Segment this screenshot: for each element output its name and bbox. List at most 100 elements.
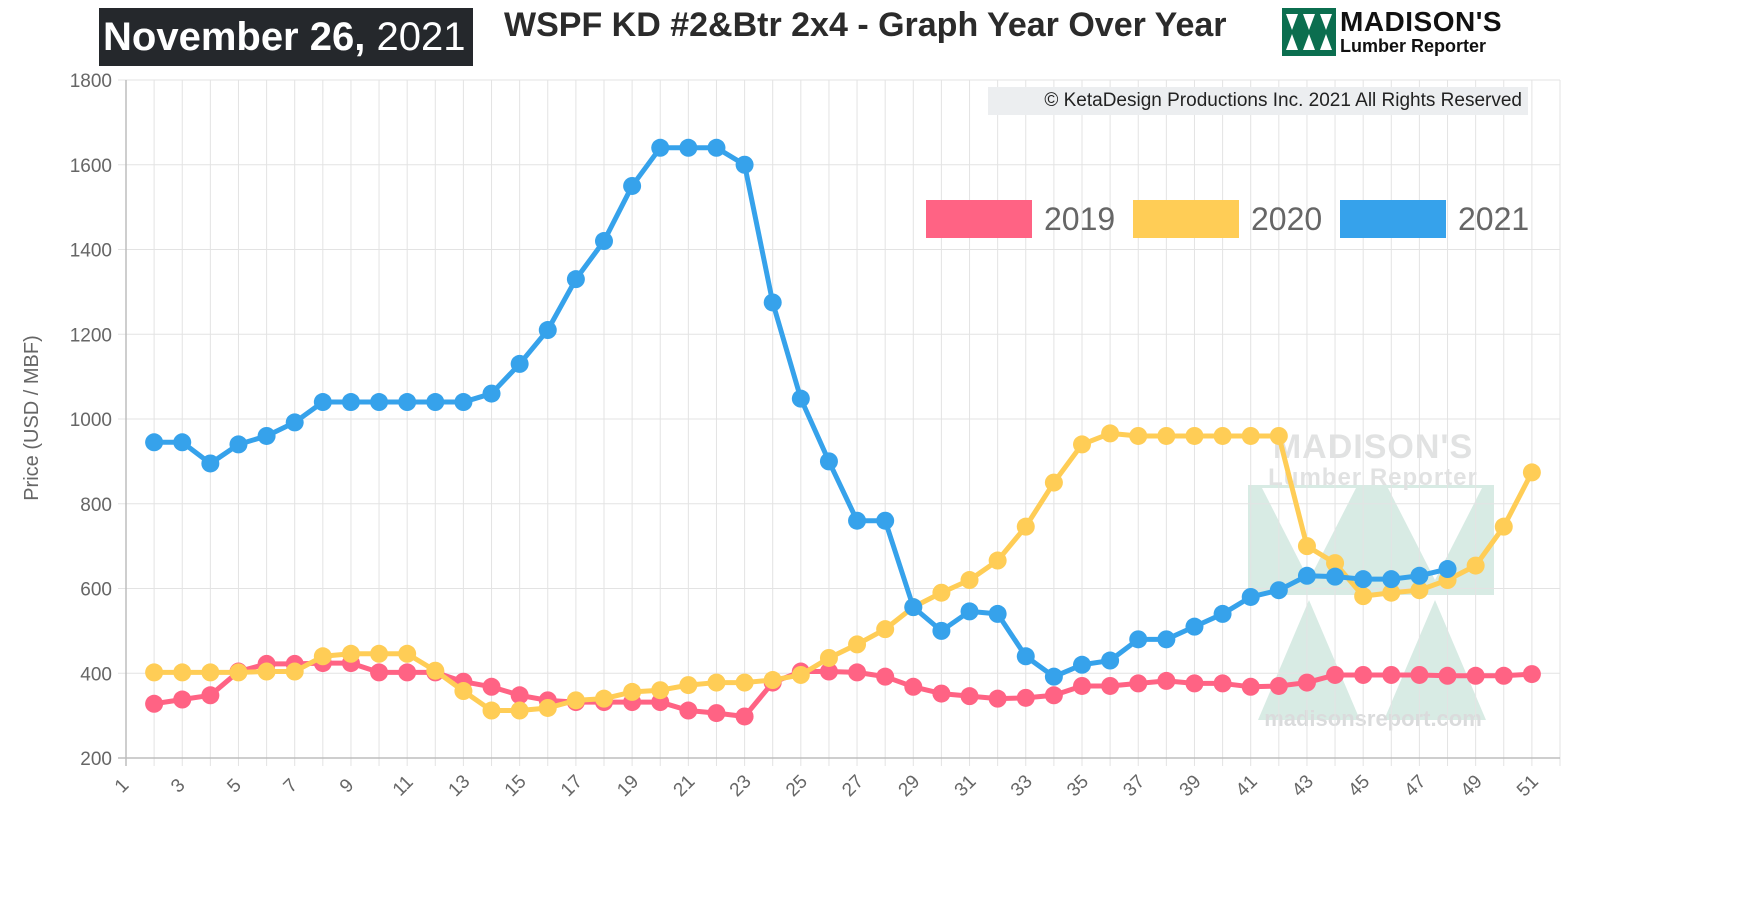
data-point-2020 xyxy=(988,551,1007,570)
data-point-2020 xyxy=(763,671,782,690)
data-point-2021 xyxy=(229,435,248,454)
data-point-2021 xyxy=(370,393,389,412)
x-tick-label: 51 xyxy=(1513,771,1543,801)
legend-label-2019: 2019 xyxy=(1044,201,1115,237)
data-point-2021 xyxy=(1129,630,1148,649)
x-tick-label: 17 xyxy=(557,771,587,801)
data-point-2021 xyxy=(679,138,698,157)
data-point-2021 xyxy=(1297,566,1316,585)
data-point-2020 xyxy=(623,682,642,701)
x-tick-label: 25 xyxy=(782,771,812,801)
x-tick-label: 13 xyxy=(445,771,475,801)
data-point-2021 xyxy=(651,138,670,157)
data-point-2019 xyxy=(510,686,529,705)
data-point-2019 xyxy=(876,667,895,686)
data-point-2019 xyxy=(1466,666,1485,685)
data-point-2021 xyxy=(1410,566,1429,585)
data-point-2020 xyxy=(173,663,192,682)
watermark-line1: MADISON'S xyxy=(1272,428,1474,466)
data-point-2021 xyxy=(932,621,951,640)
data-point-2019 xyxy=(1269,676,1288,695)
data-point-2020 xyxy=(341,644,360,663)
data-point-2021 xyxy=(1185,617,1204,636)
legend-label-2021: 2021 xyxy=(1458,201,1529,237)
madisons-logo-icon xyxy=(1282,8,1336,56)
data-point-2019 xyxy=(482,677,501,696)
data-point-2021 xyxy=(1326,567,1345,586)
data-point-2021 xyxy=(848,511,867,530)
legend-swatch-2020 xyxy=(1133,200,1239,238)
data-point-2019 xyxy=(1410,665,1429,684)
chart-title: WSPF KD #2&Btr 2x4 - Graph Year Over Yea… xyxy=(504,6,1227,44)
data-point-2021 xyxy=(595,232,613,251)
data-point-2019 xyxy=(201,686,220,705)
watermark: MADISON'S Lumber Reporter madisonsreport… xyxy=(1248,430,1498,730)
data-point-2021 xyxy=(341,393,360,412)
data-point-2021 xyxy=(566,270,585,289)
data-point-2021 xyxy=(1157,630,1176,649)
x-tick-label: 27 xyxy=(838,771,868,801)
data-point-2020 xyxy=(1213,426,1232,445)
data-point-2020 xyxy=(229,663,248,682)
x-tick-label: 9 xyxy=(336,775,358,797)
x-tick-label: 29 xyxy=(895,771,925,801)
data-point-2020 xyxy=(426,661,445,680)
data-point-2020 xyxy=(679,676,698,695)
data-point-2020 xyxy=(1326,554,1345,573)
x-tick-label: 41 xyxy=(1232,771,1262,801)
data-point-2020 xyxy=(482,701,501,720)
madisons-logo: MADISON'S Lumber Reporter xyxy=(1282,8,1532,56)
series-2019 xyxy=(145,654,1541,726)
data-point-2020 xyxy=(1185,426,1204,445)
y-tick-label: 600 xyxy=(80,580,112,601)
data-point-2021 xyxy=(876,511,895,530)
logo-line1: MADISON'S xyxy=(1340,6,1503,37)
x-tick-label: 31 xyxy=(951,771,981,801)
x-tick-label: 5 xyxy=(223,775,245,797)
data-point-2020 xyxy=(370,644,389,663)
data-point-2021 xyxy=(1438,560,1457,579)
chart-series xyxy=(145,138,1541,726)
data-point-2020 xyxy=(566,691,585,710)
data-point-2020 xyxy=(791,665,810,684)
data-point-2019 xyxy=(988,689,1007,708)
x-tick-label: 23 xyxy=(726,771,756,801)
data-point-2020 xyxy=(1129,426,1148,445)
data-point-2019 xyxy=(932,684,951,703)
x-tick-label: 49 xyxy=(1457,771,1487,801)
data-point-2020 xyxy=(538,698,557,717)
data-point-2021 xyxy=(1354,570,1373,589)
data-point-2020 xyxy=(145,663,164,682)
data-point-2021 xyxy=(763,293,782,312)
data-point-2020 xyxy=(1382,583,1401,602)
watermark-line2: Lumber Reporter xyxy=(1268,464,1478,491)
x-tick-label: 47 xyxy=(1401,771,1431,801)
data-point-2021 xyxy=(1382,570,1401,589)
date-year: 2021 xyxy=(376,15,466,59)
data-point-2019 xyxy=(145,694,164,713)
watermark-url: madisonsreport.com xyxy=(1264,706,1482,731)
data-point-2019 xyxy=(1241,677,1260,696)
data-point-2021 xyxy=(960,602,979,621)
data-point-2020 xyxy=(1073,435,1091,454)
data-point-2019 xyxy=(370,663,389,682)
data-point-2019 xyxy=(707,704,726,723)
x-tick-label: 43 xyxy=(1288,771,1318,801)
data-point-2019 xyxy=(960,687,979,706)
date-badge: November 26, 2021 xyxy=(99,8,473,66)
data-point-2021 xyxy=(904,598,923,617)
data-point-2020 xyxy=(1101,424,1120,443)
data-point-2021 xyxy=(285,413,304,432)
data-point-2021 xyxy=(426,393,445,412)
data-point-2020 xyxy=(201,663,220,682)
logo-line2: Lumber Reporter xyxy=(1340,36,1487,56)
data-point-2021 xyxy=(1269,581,1288,600)
data-point-2021 xyxy=(313,393,332,412)
data-point-2020 xyxy=(1522,463,1541,482)
date-month-day: November 26, xyxy=(103,15,366,59)
data-point-2021 xyxy=(1016,647,1035,666)
data-point-2019 xyxy=(1297,673,1316,692)
data-point-2020 xyxy=(398,644,417,663)
legend-swatch-2019 xyxy=(926,200,1032,238)
